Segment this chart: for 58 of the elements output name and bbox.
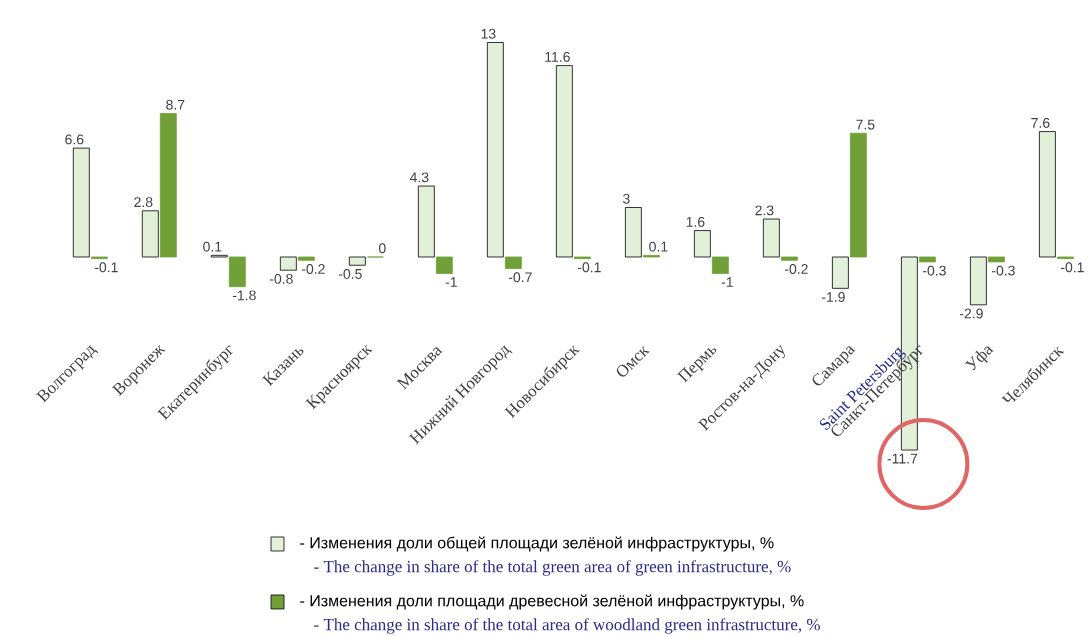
data-label: -0.2 [301,264,325,274]
bar [504,256,522,269]
bar [435,256,453,274]
data-label: 0 [378,243,386,254]
data-label: -11.7 [887,453,918,464]
data-label: -0.3 [991,265,1015,276]
bar [159,113,177,258]
data-label: 7.6 [1031,117,1050,128]
data-label: 3 [623,193,630,204]
text: - The change in share of the total area of woodland green infrastructure, % [314,618,820,634]
data-label: -0.3 [922,265,946,276]
bar [624,207,642,258]
x-tick-label: Уфа [964,346,994,371]
data-label: -0.2 [784,264,808,274]
data-label: -0.7 [508,272,532,283]
data-label: 4.3 [409,172,429,183]
data-label: -0.8 [269,273,293,284]
data-label: -0.1 [577,262,601,273]
data-label: -1.8 [232,290,256,301]
data-label: -0.1 [1060,262,1084,273]
bar [762,218,780,258]
bar [918,256,936,263]
bar [780,256,798,261]
bar [486,42,504,258]
data-label: 11.6 [545,51,570,62]
data-label: 0.1 [203,241,222,252]
bar [72,147,90,258]
data-label: -2.9 [959,308,983,319]
data-label: -0.5 [338,268,362,279]
bar [849,132,867,258]
bar [693,230,711,258]
data-label: -1 [721,277,733,287]
bar [228,256,246,288]
bar [711,256,729,274]
data-label: 6.6 [65,134,84,145]
bar [141,210,159,258]
data-label: 0.1 [649,241,668,252]
data-label: 1.6 [686,216,705,227]
legend-label: - Изменения доли площади древесной зелёной инфраструктуры, % [300,594,804,610]
bar [1039,131,1056,258]
bar [348,256,366,266]
bar [831,256,849,289]
bar [417,185,435,258]
data-label: -1 [445,277,457,287]
data-label: -1.9 [821,292,845,302]
bar [297,256,315,261]
data-label: 7.5 [856,119,875,130]
bar [555,65,573,258]
bar [969,256,987,306]
bar [279,256,297,271]
data-label: 13 [481,28,496,39]
bar [987,256,1005,263]
data-label: 8.7 [166,99,185,110]
data-label: 2.8 [134,197,153,208]
text: - The change in share of the total green area of green infrastructure, % [314,560,791,576]
data-label: -0.1 [94,262,118,273]
legend-label: - Изменения доли общей площади зелёной инфраструктуры, % [300,536,774,552]
data-label: 2.3 [755,205,774,216]
